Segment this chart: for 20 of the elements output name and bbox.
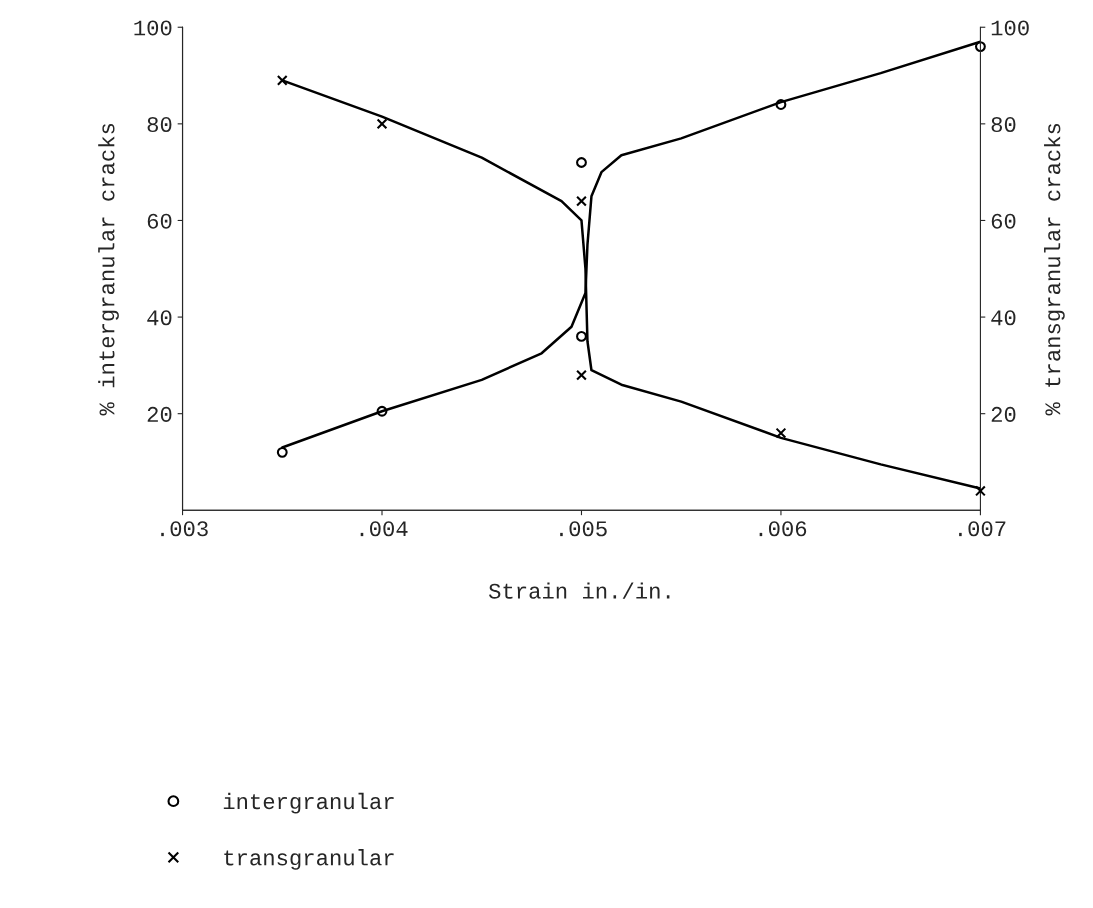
y-tick-label: 80: [147, 117, 172, 133]
y-axis-title: % intergranular cracks: [98, 123, 119, 416]
y-tick-label: 100: [134, 20, 172, 36]
y-tick-label: 60: [147, 213, 172, 229]
y2-tick-label: 40: [991, 310, 1016, 326]
x-tick-label: .007: [959, 521, 1006, 537]
y-tick-label: 40: [147, 310, 172, 326]
x-tick-label: .006: [759, 521, 807, 537]
x-tick-label: .005: [560, 521, 607, 537]
x-tick-label: .003: [161, 521, 208, 537]
y2-tick-label: 60: [991, 213, 1016, 229]
y2-tick-label: 80: [991, 117, 1016, 133]
y2-tick-label: 20: [991, 406, 1016, 422]
y2-axis-title: % transgranular cracks: [1044, 123, 1065, 416]
x-axis-title: Strain in./in.: [488, 582, 670, 599]
legend-label: intergranular: [223, 792, 394, 814]
legend-label: transgranular: [224, 849, 394, 870]
y2-tick-label: 100: [991, 20, 1029, 36]
x-tick-label: .004: [360, 521, 408, 537]
y-tick-label: 20: [147, 406, 172, 422]
